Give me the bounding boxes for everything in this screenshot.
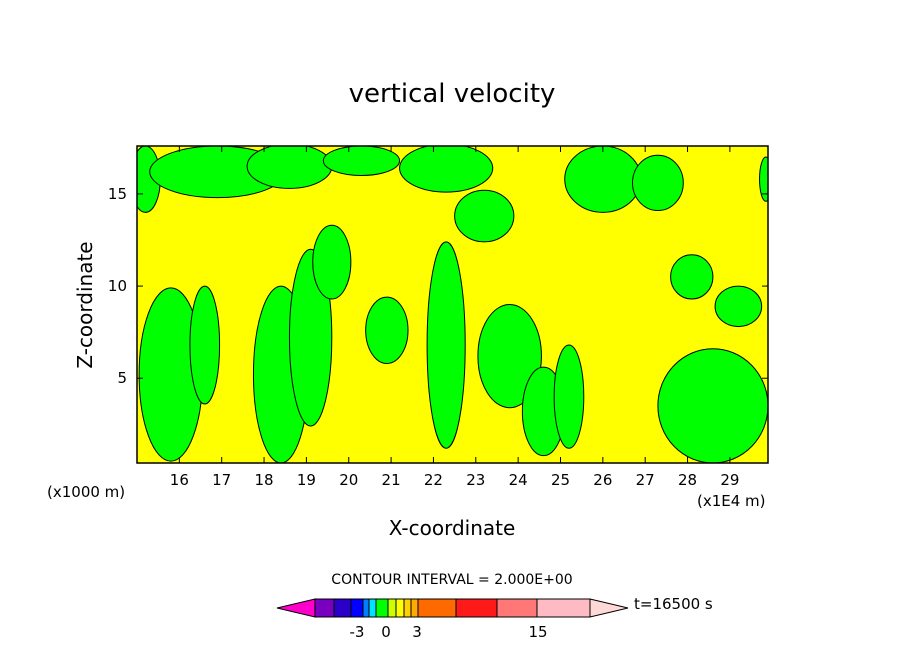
colorbar-label-0: 0 (381, 623, 391, 641)
colorbar-segment-11 (455, 598, 498, 618)
x-scale-note: (x1E4 m) (697, 492, 766, 510)
green-region-10 (189, 285, 221, 405)
colorbar-right-arrow (589, 598, 629, 618)
y-tick-label: 15 (108, 185, 127, 203)
green-region-8 (759, 156, 768, 202)
colorbar-tick-labels: -3 0 3 15 (350, 623, 548, 641)
green-region-4 (399, 146, 494, 193)
x-axis-label: X-coordinate (389, 516, 516, 540)
time-label: t=16500 s (634, 595, 713, 613)
green-region-7 (631, 154, 684, 212)
green-region-15 (426, 241, 466, 449)
colorbar-segment-13 (536, 598, 591, 618)
green-region-6 (564, 146, 642, 213)
green-region-21 (670, 254, 714, 300)
x-tick-label: 19 (297, 471, 316, 489)
colorbar-segment-3 (362, 598, 370, 618)
x-tick-label: 16 (170, 471, 189, 489)
green-region-2 (246, 146, 333, 189)
colorbar-segment-2 (350, 598, 364, 618)
x-tick-label: 23 (466, 471, 485, 489)
green-region-3 (322, 146, 401, 176)
colorbar (276, 598, 629, 618)
x-axis: 16 17 18 19 20 21 22 23 24 25 26 27 28 29 (170, 146, 739, 489)
colorbar-segment-12 (496, 598, 538, 618)
x-tick-label: 27 (636, 471, 655, 489)
colorbar-segment-4 (368, 598, 377, 618)
y-axis-label: Z-coordinate (73, 241, 97, 368)
green-region-13 (312, 224, 352, 300)
x-tick-label: 25 (551, 471, 570, 489)
colorbar-label-15: 15 (528, 623, 547, 641)
colorbar-segment-8 (403, 598, 412, 618)
chart-title: vertical velocity (349, 79, 556, 109)
x-tick-label: 26 (593, 471, 612, 489)
x-tick-label: 24 (509, 471, 528, 489)
colorbar-segment-7 (395, 598, 405, 618)
colorbar-segment-1 (333, 598, 352, 618)
x-tick-label: 29 (720, 471, 739, 489)
colorbar-segment-5 (375, 598, 389, 618)
x-tick-label: 20 (339, 471, 358, 489)
y-tick-label: 10 (108, 277, 127, 295)
green-region-14 (365, 296, 409, 364)
y-scale-note: (x1000 m) (47, 483, 125, 501)
colorbar-segment-0 (314, 598, 335, 618)
contour-interval-label: CONTOUR INTERVAL = 2.000E+00 (331, 572, 572, 588)
colorbar-segment-6 (387, 598, 397, 618)
colorbar-label-3: 3 (412, 623, 422, 641)
x-tick-label: 18 (255, 471, 274, 489)
colorbar-segment-9 (410, 598, 419, 618)
plot-area (136, 145, 769, 464)
y-axis: 5 10 15 (108, 185, 768, 387)
green-region-group (137, 146, 768, 463)
y-tick-label: 5 (117, 369, 127, 387)
x-tick-label: 28 (678, 471, 697, 489)
colorbar-segment-10 (417, 598, 457, 618)
x-tick-label: 21 (382, 471, 401, 489)
green-region-5 (454, 189, 515, 243)
green-region-16 (477, 304, 542, 409)
colorbar-label-minus3: -3 (350, 623, 365, 641)
x-tick-label: 17 (212, 471, 231, 489)
colorbar-left-arrow (276, 598, 316, 618)
green-region-20 (714, 285, 763, 328)
plot-frame (136, 145, 769, 464)
green-region-18 (553, 344, 585, 449)
x-tick-label: 22 (424, 471, 443, 489)
green-region-19 (657, 348, 768, 463)
